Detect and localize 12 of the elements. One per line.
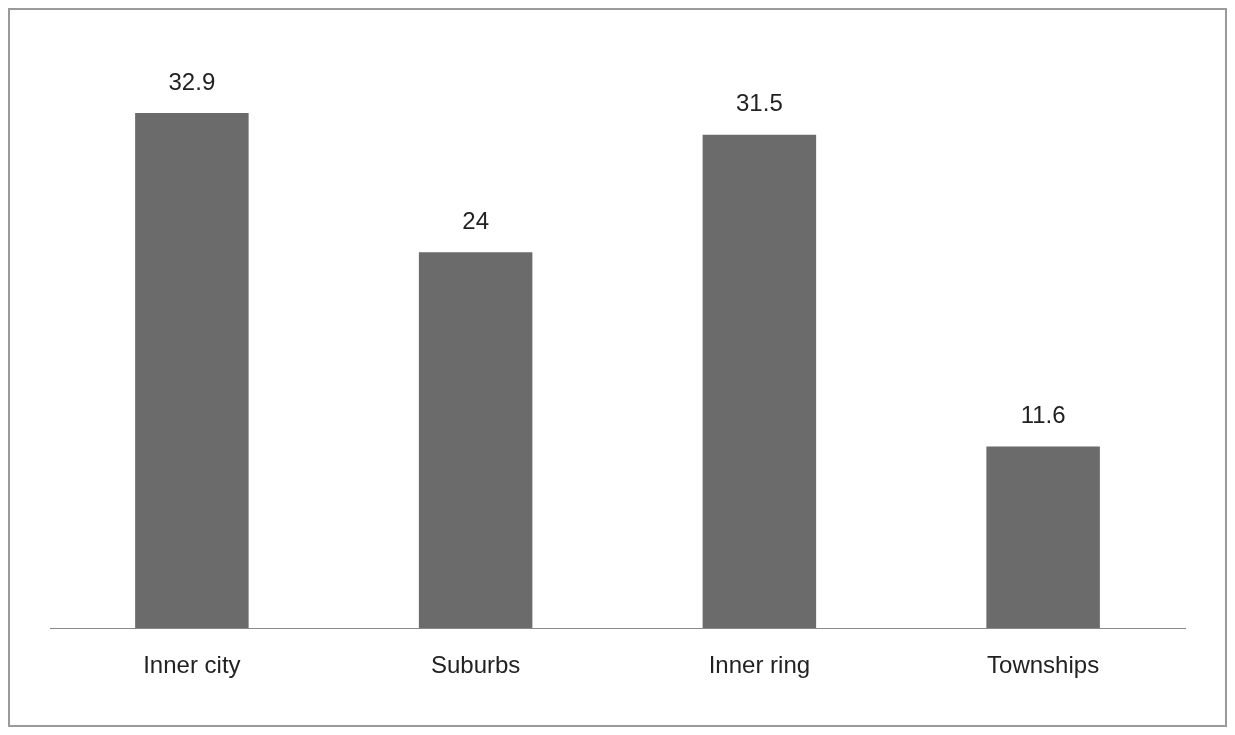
x-tick-label: Inner ring [708,651,811,679]
data-label: 31.5 [736,89,783,117]
x-tick-label: Suburbs [430,651,521,679]
data-label: 32.9 [168,67,216,95]
data-label: 11.6 [1020,401,1066,429]
x-tick-label: Townships [987,651,1100,679]
data-label: 24 [462,206,489,234]
x-tick-label: Inner city [143,651,241,679]
bar [418,252,533,629]
bar [135,112,249,629]
bar [702,134,817,629]
bar [986,446,1100,629]
